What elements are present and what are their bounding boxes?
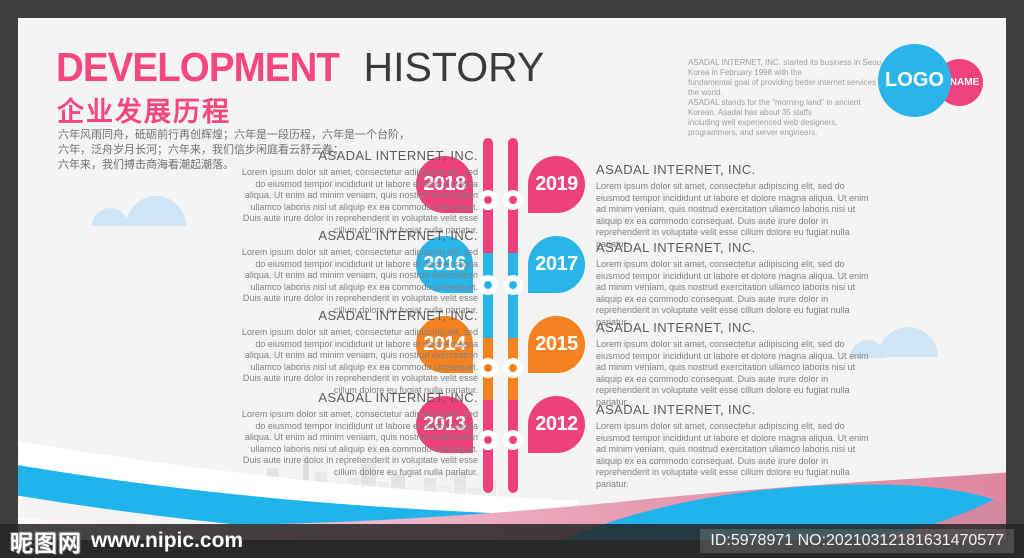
timeline-entry-title: ASADAL INTERNET, INC. (596, 162, 756, 177)
timeline-entry-title: ASADAL INTERNET, INC. (318, 390, 478, 405)
timeline-year-bubble: 2012 (528, 396, 585, 453)
timeline-year-bubble: 2016 (416, 236, 473, 293)
development-history-poster: DEVELOPMENT HISTORY 企业发展历程 六年风雨同舟，砥砺前行再创… (18, 18, 1006, 540)
watermark-image-id: ID:5978971 NO:20210312181631470577 (700, 529, 1014, 553)
timeline-entry: ASADAL INTERNET, INC. Lorem ipsum dolor … (596, 402, 876, 490)
intro-line: 六年来，我们搏击商海看潮起潮落。 (58, 159, 234, 171)
timeline-entry-description: Lorem ipsum dolor sit amet, consectetur … (596, 421, 869, 489)
timeline-entry-description: Lorem ipsum dolor sit amet, consectetur … (596, 259, 869, 327)
timeline-node-dot (478, 275, 498, 295)
timeline-node-dot (503, 358, 523, 378)
title-secondary: HISTORY (363, 44, 545, 90)
blurb-line: fundamental goal of providing better int… (688, 78, 886, 97)
cloud-icon (850, 340, 886, 358)
timeline-entry: ASADAL INTERNET, INC. Lorem ipsum dolor … (230, 148, 478, 236)
timeline-entry: ASADAL INTERNET, INC. Lorem ipsum dolor … (230, 390, 478, 478)
timeline-node-dot (503, 190, 523, 210)
company-blurb: ASADAL INTERNET, INC. started its busine… (688, 58, 888, 138)
timeline-entry-description: Lorem ipsum dolor sit amet, consectetur … (596, 181, 869, 249)
timeline-entry-title: ASADAL INTERNET, INC. (318, 308, 478, 323)
timeline-entry-title: ASADAL INTERNET, INC. (596, 402, 756, 417)
timeline-rail-left (483, 138, 493, 493)
blurb-line: ASADAL stands for the "morning land" in … (688, 98, 861, 117)
timeline-year-bubble: 2019 (528, 156, 585, 213)
timeline-node-dot (503, 430, 523, 450)
timeline-entry: ASADAL INTERNET, INC. Lorem ipsum dolor … (596, 162, 876, 250)
page-title: DEVELOPMENT HISTORY (56, 44, 544, 91)
timeline-entry: ASADAL INTERNET, INC. Lorem ipsum dolor … (596, 240, 876, 328)
timeline-entry-title: ASADAL INTERNET, INC. (318, 148, 478, 163)
logo-circle-logo: LOGO (878, 44, 951, 117)
watermark-site-url: www.nipic.com (91, 529, 244, 552)
timeline-entry-title: ASADAL INTERNET, INC. (596, 240, 756, 255)
timeline-entry: ASADAL INTERNET, INC. Lorem ipsum dolor … (596, 320, 876, 408)
timeline-rail-right (508, 138, 518, 493)
timeline-year-bubble: 2013 (416, 396, 473, 453)
timeline-year-bubble: 2017 (528, 236, 585, 293)
title-chinese: 企业发展历程 (57, 97, 231, 127)
timeline-entry-title: ASADAL INTERNET, INC. (596, 320, 756, 335)
timeline-entry-description: Lorem ipsum dolor sit amet, consectetur … (241, 167, 478, 235)
cloud-icon (92, 208, 128, 226)
timeline-year-bubble: 2014 (416, 316, 473, 373)
timeline-entry-description: Lorem ipsum dolor sit amet, consectetur … (241, 409, 478, 477)
timeline-entry: ASADAL INTERNET, INC. Lorem ipsum dolor … (230, 308, 478, 396)
timeline-node-dot (503, 275, 523, 295)
timeline-entry-description: Lorem ipsum dolor sit amet, consectetur … (241, 247, 478, 315)
intro-line: 六年，泛舟岁月长河；六年来，我们信步闲庭看云舒云卷； (58, 144, 344, 156)
cloud-icon (878, 327, 938, 357)
timeline-node-dot (478, 190, 498, 210)
timeline-entry-description: Lorem ipsum dolor sit amet, consectetur … (241, 327, 478, 395)
watermark-site: 昵图网 www.nipic.com (10, 524, 243, 558)
blurb-line: ASADAL INTERNET, INC. started its busine… (688, 58, 882, 77)
blurb-line: including well experienced web designers… (688, 118, 838, 137)
site-watermark-bar: 昵图网 www.nipic.com ID:5978971 NO:20210312… (0, 524, 1024, 558)
timeline-node-dot (478, 358, 498, 378)
timeline-entry: ASADAL INTERNET, INC. Lorem ipsum dolor … (230, 228, 478, 316)
timeline-node-dot (478, 430, 498, 450)
timeline-year-bubble: 2015 (528, 316, 585, 373)
timeline-entry-title: ASADAL INTERNET, INC. (318, 228, 478, 243)
intro-line: 六年风雨同舟，砥砺前行再创辉煌；六年是一段历程，六年是一个台阶， (58, 129, 410, 141)
title-primary: DEVELOPMENT (56, 44, 340, 90)
cloud-icon (126, 196, 186, 226)
watermark-site-name: 昵图网 (10, 530, 82, 556)
intro-paragraph: 六年风雨同舟，砥砺前行再创辉煌；六年是一段历程，六年是一个台阶， 六年，泛舟岁月… (58, 128, 410, 173)
timeline-year-bubble: 2018 (416, 156, 473, 213)
timeline-entry-description: Lorem ipsum dolor sit amet, consectetur … (596, 339, 869, 407)
